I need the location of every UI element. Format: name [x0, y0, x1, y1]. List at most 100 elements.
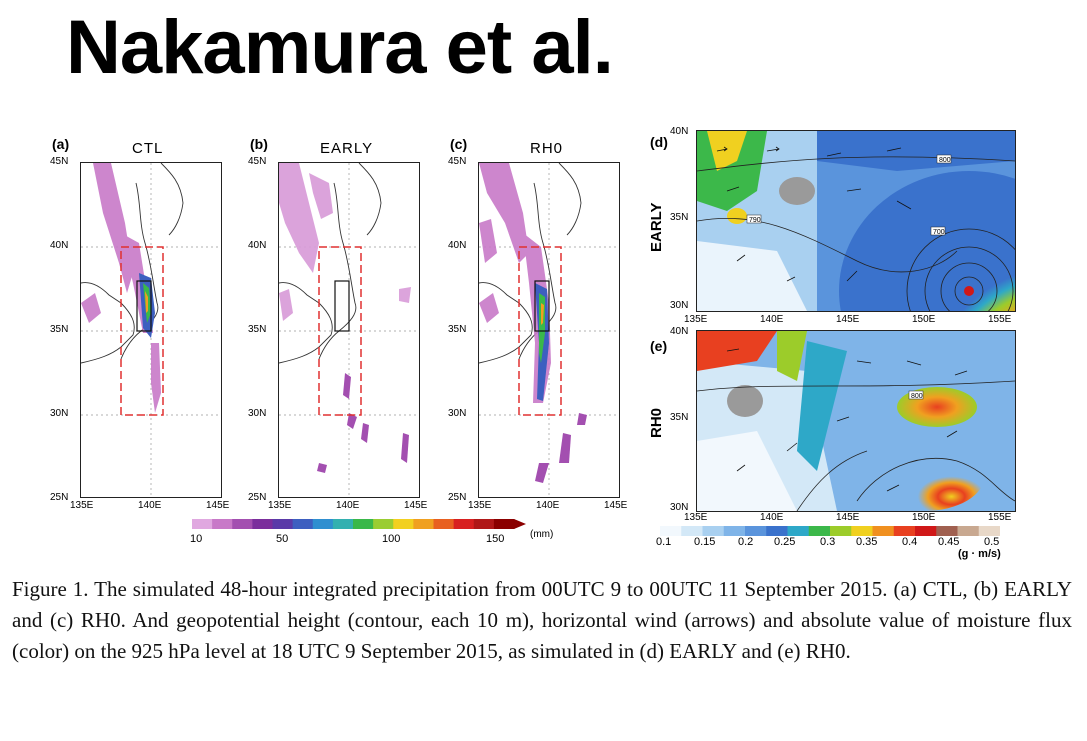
lon-tick: 140E — [138, 500, 162, 511]
colorbar-swatch — [660, 526, 682, 536]
colorbar-swatch — [872, 526, 895, 536]
panel-a: (a) CTL — [50, 136, 240, 516]
colorbar-swatch — [936, 526, 958, 536]
colorbar-swatch — [312, 519, 334, 529]
lat-tick: 30N — [248, 408, 267, 419]
panel-label: (d) — [650, 134, 668, 150]
colorbar-swatch — [915, 526, 937, 536]
lon-tick: 145E — [836, 314, 860, 325]
precip-colorbar: 10 50 100 150 (mm) — [190, 519, 553, 549]
colorbar-swatch — [978, 526, 1000, 536]
colorbar-label: 10 — [190, 533, 203, 545]
lon-tick: 135E — [468, 500, 492, 511]
flux-map: 800 — [696, 330, 1016, 512]
figure-caption: Figure 1. The simulated 48-hour integrat… — [12, 577, 1072, 663]
precip-map-svg — [81, 163, 221, 497]
lon-tick: 150E — [912, 314, 936, 325]
lon-tick: 135E — [268, 500, 292, 511]
lat-tick: 25N — [248, 492, 267, 503]
lat-tick: 35N — [670, 212, 689, 223]
flux-map-svg: 800 790 700 — [697, 131, 1015, 311]
colorbar-swatch — [745, 526, 767, 536]
colorbar-label: 0.3 — [820, 536, 836, 548]
panel-b: (b) EARLY — [248, 136, 438, 516]
precip-map — [278, 162, 420, 498]
colorbar-swatch — [723, 526, 746, 536]
lat-tick: 45N — [448, 156, 467, 167]
lat-tick: 40N — [448, 240, 467, 251]
lon-tick: 155E — [988, 314, 1012, 325]
flux-colorbar: 0.1 0.15 0.2 0.25 0.3 0.35 0.4 0.45 0.5 … — [656, 526, 1040, 562]
panel-side-label: EARLY — [648, 202, 665, 252]
panel-title: CTL — [132, 140, 164, 157]
lon-tick: 145E — [604, 500, 628, 511]
lon-tick: 145E — [404, 500, 428, 511]
flux-panel-d: (d) EARLY 40N 35N 30N — [640, 126, 1060, 326]
precip-colorbar-svg — [192, 519, 526, 529]
colorbar-swatch — [681, 526, 703, 536]
colorbar-label: 100 — [382, 533, 401, 545]
colorbar-swatch — [851, 526, 873, 536]
lat-tick: 45N — [248, 156, 267, 167]
flux-map: 800 790 700 — [696, 130, 1016, 312]
colorbar-swatch — [373, 519, 394, 529]
colorbar-swatch — [433, 519, 455, 529]
colorbar-label: 0.1 — [656, 536, 672, 548]
precip-map-svg — [479, 163, 619, 497]
panel-label: (e) — [650, 338, 668, 354]
lon-tick: 135E — [684, 314, 708, 325]
colorbar-swatch — [453, 519, 475, 529]
lat-tick: 45N — [50, 156, 69, 167]
precip-map-svg — [279, 163, 419, 497]
colorbar-swatch — [893, 526, 916, 536]
lon-tick: 135E — [70, 500, 94, 511]
lon-tick: 135E — [684, 512, 708, 523]
contour-label: 700 — [933, 229, 945, 236]
colorbar-swatch — [192, 519, 213, 529]
colorbar-label: 0.15 — [694, 536, 716, 548]
lat-tick: 35N — [448, 324, 467, 335]
colorbar-swatch — [473, 519, 495, 529]
lat-tick: 40N — [248, 240, 267, 251]
panel-title: EARLY — [320, 140, 374, 157]
lat-tick: 40N — [670, 326, 689, 337]
lat-tick: 40N — [50, 240, 69, 251]
lat-tick: 25N — [50, 492, 69, 503]
colorbar-swatch — [702, 526, 725, 536]
colorbar-swatch — [393, 519, 414, 529]
colorbar-arrow — [514, 519, 526, 529]
lat-tick: 30N — [50, 408, 69, 419]
lat-tick: 40N — [670, 126, 689, 137]
flux-colorbar-svg — [660, 526, 1000, 536]
colorbar-label: 0.45 — [938, 536, 960, 548]
colorbar-swatch — [212, 519, 233, 529]
panel-side-label: RH0 — [648, 407, 665, 438]
contour-label: 800 — [939, 157, 951, 164]
lon-tick: 145E — [836, 512, 860, 523]
colorbar-swatch — [830, 526, 852, 536]
colorbar-label: 0.25 — [774, 536, 796, 548]
lat-tick: 30N — [670, 300, 689, 311]
lon-tick: 140E — [336, 500, 360, 511]
lat-tick: 25N — [448, 492, 467, 503]
panel-title: RH0 — [530, 140, 564, 157]
colorbar-unit: (g · m/s) — [958, 548, 1001, 560]
colorbar-label: 0.4 — [902, 536, 918, 548]
panel-label: (b) — [250, 136, 268, 152]
lon-tick: 140E — [536, 500, 560, 511]
colorbar-swatch — [332, 519, 354, 529]
lon-tick: 140E — [760, 512, 784, 523]
colorbar-swatch — [353, 519, 374, 529]
colorbar-label: 0.2 — [738, 536, 754, 548]
colorbar-label: 0.35 — [856, 536, 878, 548]
slide-title: Nakamura et al. — [66, 5, 614, 90]
lat-tick: 30N — [448, 408, 467, 419]
colorbar-label: 50 — [276, 533, 289, 545]
panel-label: (a) — [52, 136, 70, 152]
lon-tick: 150E — [912, 512, 936, 523]
colorbar-swatch — [766, 526, 788, 536]
colorbar-label: 150 — [486, 533, 505, 545]
colorbar-unit: (mm) — [530, 529, 554, 540]
colorbar-swatch — [292, 519, 314, 529]
flux-panel-e: (e) RH0 40N 35N 30N — [640, 326, 1060, 530]
